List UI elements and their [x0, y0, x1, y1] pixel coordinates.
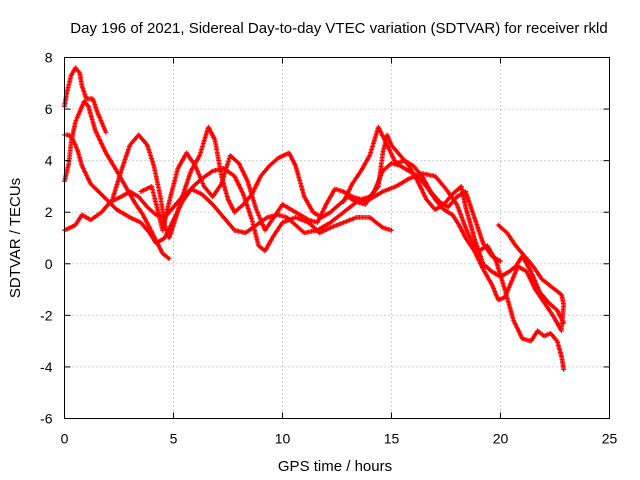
x-tick-label: 5	[170, 431, 178, 447]
x-tick-label: 20	[493, 431, 509, 447]
chart-title: Day 196 of 2021, Sidereal Day-to-day VTE…	[70, 20, 607, 37]
series-trace-5	[110, 124, 564, 334]
x-tick-label: 15	[384, 431, 400, 447]
series-markers	[495, 222, 567, 331]
y-tick-label: -6	[40, 411, 53, 427]
series-markers	[341, 124, 503, 264]
x-tick-label: 0	[61, 431, 69, 447]
y-tick-label: 6	[45, 101, 53, 117]
x-axis-title: GPS time / hours	[278, 458, 392, 475]
y-tick-label: 4	[45, 153, 53, 169]
y-tick-label: -4	[40, 359, 53, 375]
x-tick-label: 25	[602, 431, 618, 447]
grid-lines	[64, 57, 610, 419]
plot-frame	[64, 57, 610, 419]
axis-ticks: 0 5 10 15 20 25 -6 -4 -2 0 2 4 6 8	[40, 50, 617, 447]
y-tick-label: 2	[45, 204, 53, 220]
series-trace-7	[341, 124, 503, 264]
y-axis-title: SDTVAR / TECUs	[7, 178, 24, 298]
x-tick-label: 10	[275, 431, 291, 447]
y-tick-label: 0	[45, 256, 53, 272]
series-trace-6	[138, 132, 567, 326]
y-tick-label: 8	[45, 50, 53, 66]
y-tick-label: -2	[40, 307, 53, 323]
series-markers	[138, 132, 567, 326]
data-marks	[62, 65, 567, 372]
series-markers	[110, 124, 564, 334]
series-trace-8	[495, 222, 567, 331]
